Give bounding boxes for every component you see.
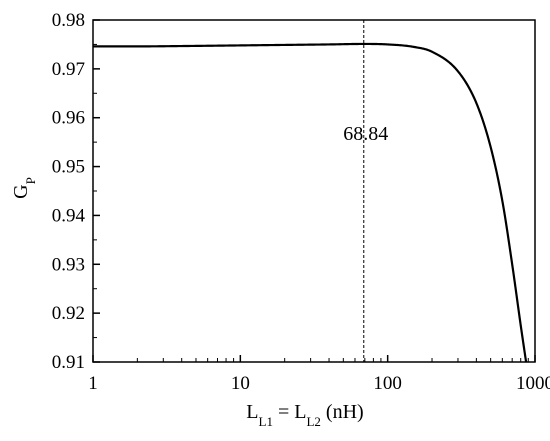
y-tick-label: 0.98 (52, 10, 85, 31)
x-tick-label: 100 (373, 373, 402, 394)
y-tick-label: 0.95 (52, 157, 85, 178)
x-tick-label: 1000 (516, 373, 550, 394)
axis-label-subscript: P (23, 177, 38, 184)
axis-label-text: (nH) (321, 401, 364, 423)
y-tick-label: 0.96 (52, 108, 85, 129)
x-tick-label: 1 (88, 373, 98, 394)
axis-label-text: G (10, 184, 32, 198)
y-tick-label: 0.91 (52, 352, 85, 373)
x-axis-ticks: 1 10 100 1000 (88, 355, 550, 394)
series-line (93, 42, 528, 363)
y-tick-label: 0.92 (52, 303, 85, 324)
series-group (93, 42, 528, 363)
y-tick-label: 0.93 (52, 254, 85, 275)
axis-label-subscript: L2 (306, 414, 320, 429)
y-axis-ticks: 0.91 0.92 0.93 0.94 0.95 0.96 0.97 0.98 (52, 10, 100, 373)
axis-label-text: = L (273, 401, 307, 423)
axis-label-subscript: L1 (259, 414, 273, 429)
plot-frame (92, 19, 536, 363)
y-axis-label: GP (10, 177, 38, 199)
axis-label-text: L (246, 401, 258, 423)
y-tick-label: 0.94 (52, 205, 86, 226)
x-axis-label: LL1 = LL2 (nH) (246, 401, 363, 429)
x-tick-label: 10 (231, 373, 250, 394)
annotation-label: 68.84 (343, 123, 388, 145)
y-tick-label: 0.97 (52, 59, 85, 80)
